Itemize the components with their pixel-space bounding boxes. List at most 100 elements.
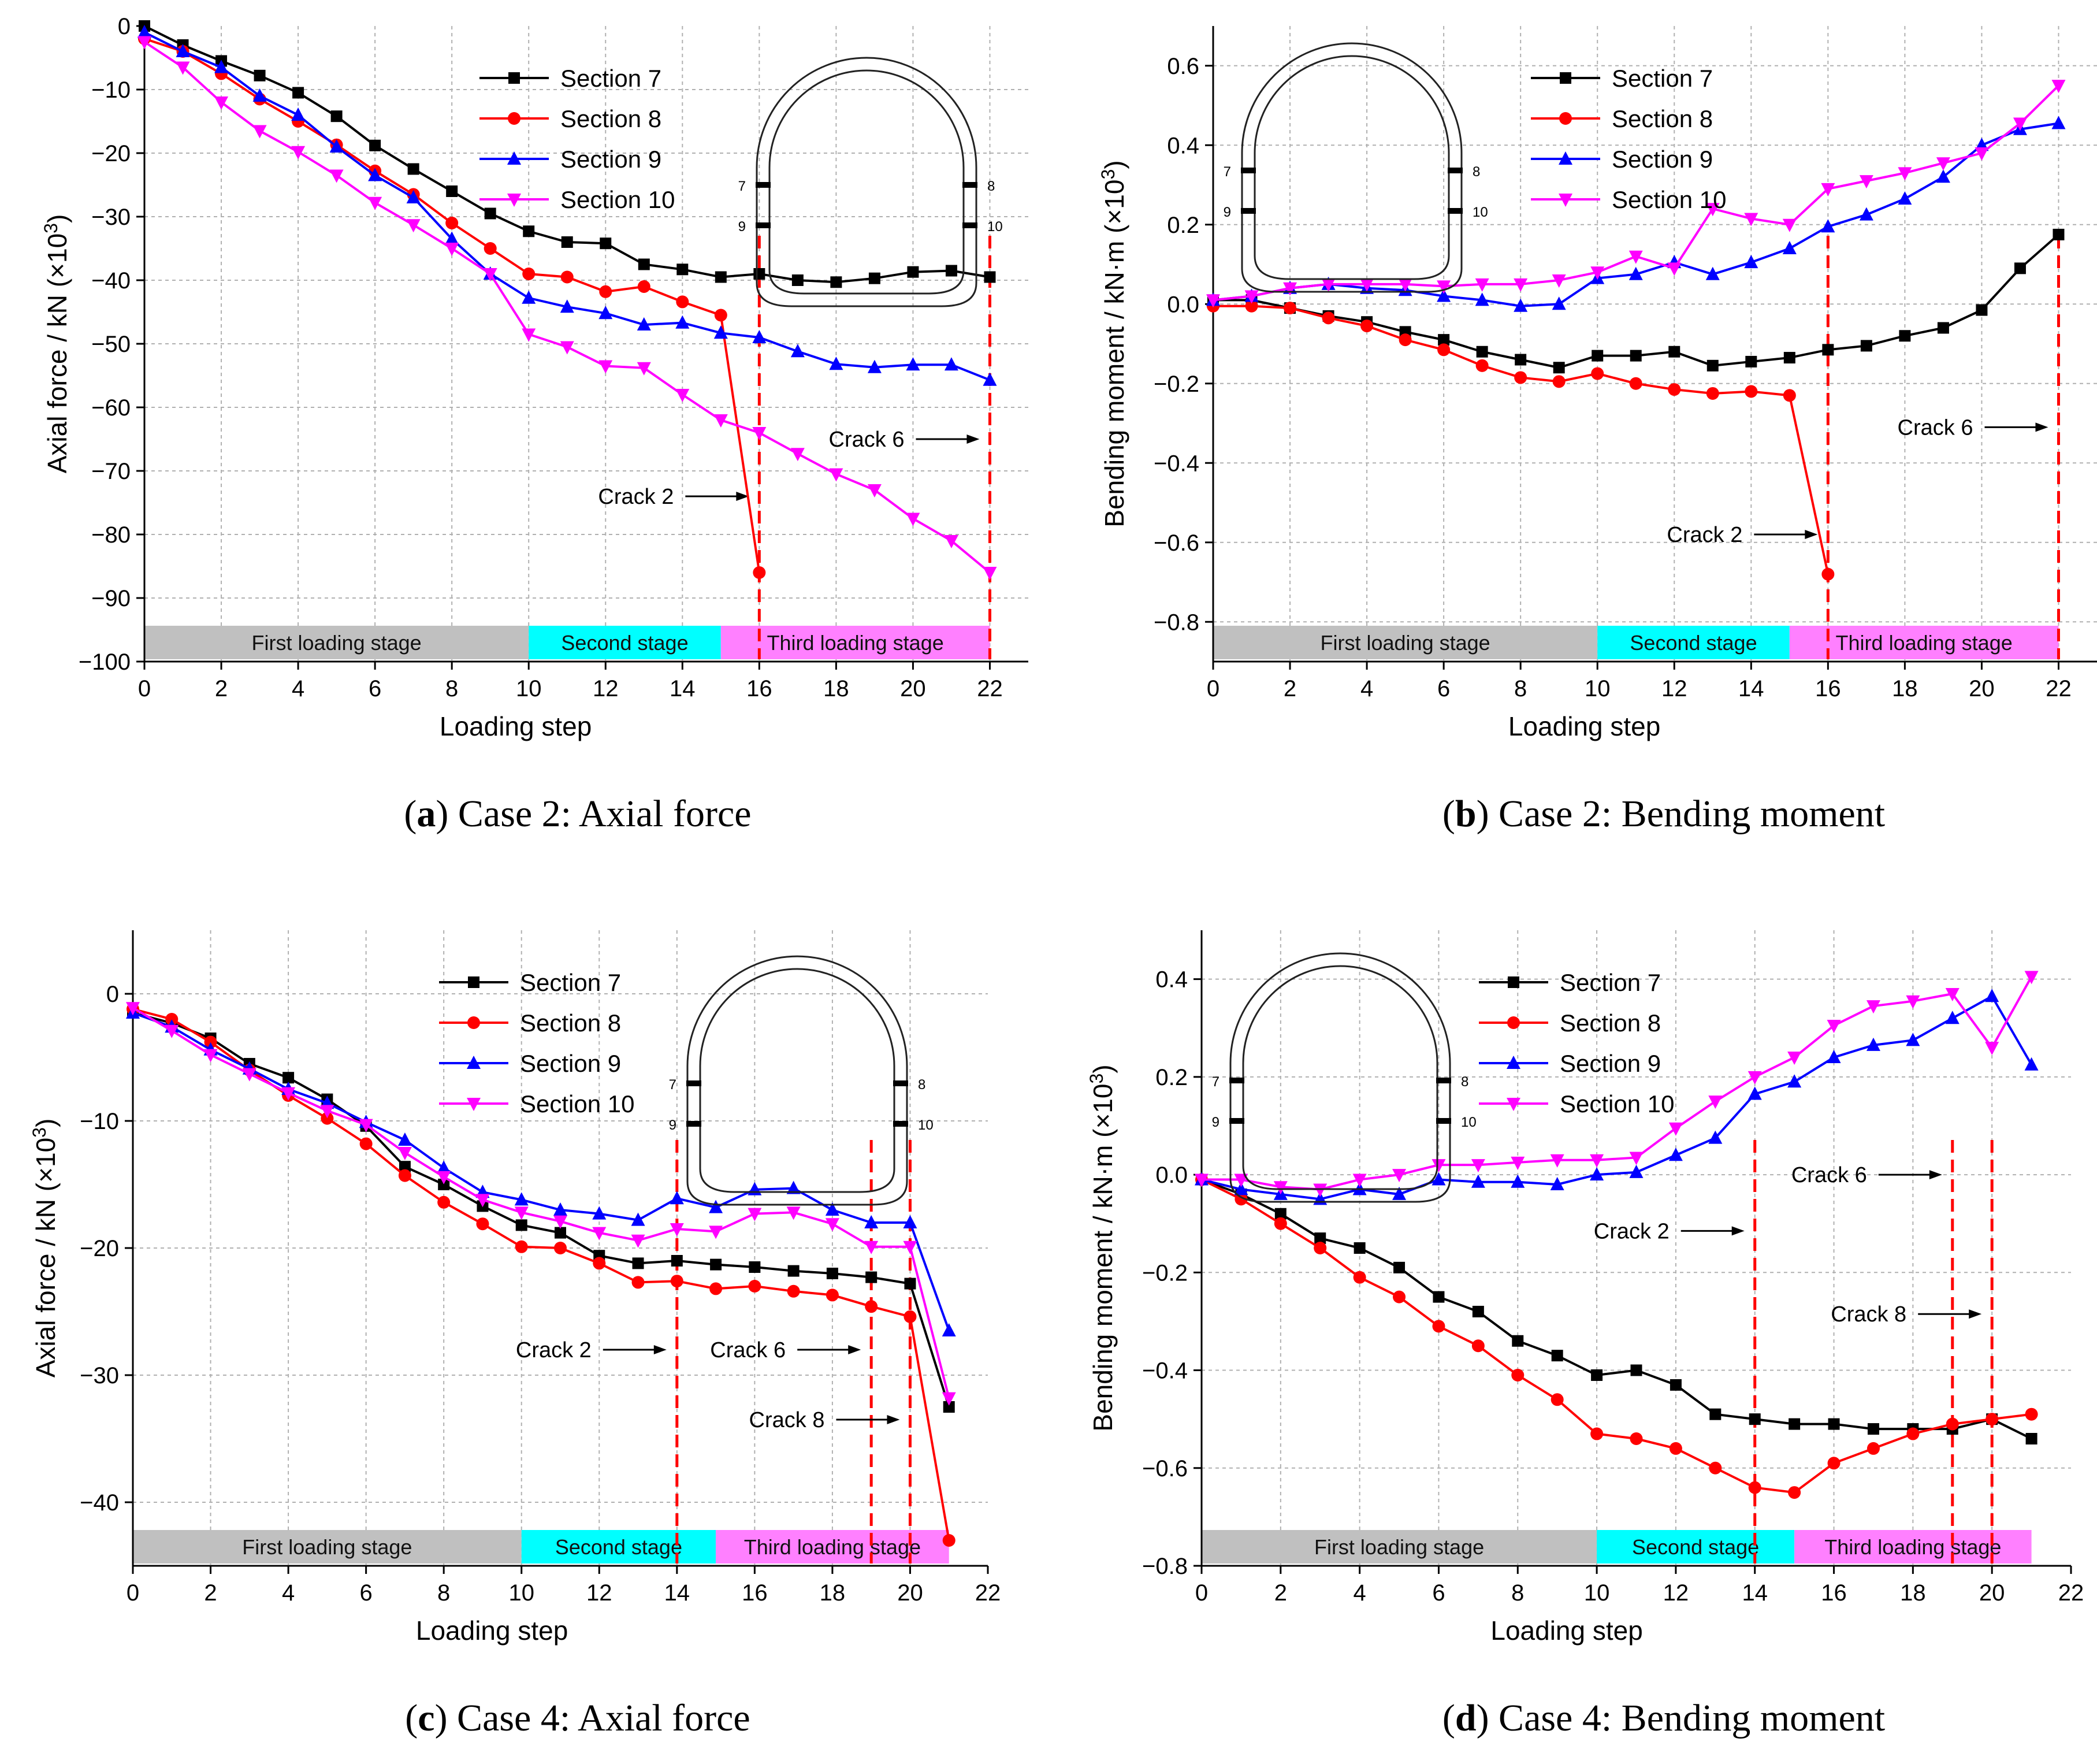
data-point bbox=[214, 96, 229, 110]
data-point bbox=[1986, 1413, 1999, 1426]
section-marker bbox=[962, 222, 977, 228]
x-tick-label: 6 bbox=[360, 1580, 373, 1606]
y-axis-label-close: ) bbox=[31, 1119, 61, 1127]
data-point bbox=[868, 272, 880, 284]
data-point bbox=[1514, 371, 1527, 384]
series-section-10 bbox=[1206, 80, 2066, 308]
legend-label: Section 7 bbox=[1612, 65, 1713, 92]
data-point bbox=[359, 1119, 373, 1132]
data-point bbox=[560, 270, 574, 284]
data-point bbox=[1433, 1291, 1445, 1303]
data-point bbox=[598, 306, 613, 320]
data-point bbox=[1313, 1183, 1328, 1197]
y-tick-label: −20 bbox=[80, 1236, 119, 1261]
data-point bbox=[1398, 278, 1412, 292]
caption-paren-open: ( bbox=[1442, 793, 1455, 835]
section-marker bbox=[962, 182, 977, 188]
data-point bbox=[637, 362, 651, 376]
chart-a: First loading stage Second stage Third loa… bbox=[40, 14, 1028, 835]
data-point bbox=[1393, 1290, 1406, 1303]
data-point bbox=[676, 263, 689, 276]
x-axis-label: Loading step bbox=[1508, 711, 1660, 741]
data-point bbox=[1668, 1122, 1683, 1136]
data-point bbox=[1392, 1169, 1407, 1183]
data-point bbox=[943, 1401, 955, 1413]
section-marker bbox=[756, 182, 771, 188]
data-point bbox=[1898, 167, 1912, 181]
x-tick-label: 20 bbox=[897, 1580, 923, 1606]
data-point bbox=[903, 1241, 917, 1254]
data-point bbox=[1314, 1242, 1327, 1254]
data-point bbox=[281, 1087, 296, 1101]
data-point bbox=[714, 309, 727, 322]
x-tick-label: 12 bbox=[1663, 1580, 1689, 1606]
y-tick-label: −100 bbox=[79, 649, 131, 675]
data-point bbox=[2014, 262, 2026, 274]
series-line bbox=[1201, 1178, 2032, 1494]
data-point bbox=[1550, 1154, 1564, 1168]
data-point bbox=[829, 468, 843, 482]
data-point bbox=[406, 190, 421, 203]
data-point bbox=[748, 1208, 762, 1221]
caption-paren-close: ) bbox=[1477, 1697, 1499, 1739]
data-point bbox=[476, 1217, 489, 1231]
y-tick-label: −60 bbox=[91, 395, 131, 421]
data-point bbox=[904, 1277, 916, 1290]
data-point bbox=[445, 243, 459, 256]
y-tick-label: 0.0 bbox=[1167, 292, 1199, 317]
annotation-arrow-head bbox=[2035, 422, 2048, 432]
data-point bbox=[903, 1215, 917, 1228]
y-tick-label: −0.6 bbox=[1154, 530, 1199, 556]
y-tick-label: −0.6 bbox=[1142, 1456, 1188, 1481]
data-point bbox=[399, 1161, 411, 1173]
series-section-10 bbox=[1195, 971, 2039, 1197]
y-axis-label-close: ) bbox=[42, 214, 72, 223]
y-axis-label: Bending moment / kN·m (×103) bbox=[1086, 1064, 1118, 1431]
caption-text: Case 4: Axial force bbox=[457, 1697, 750, 1739]
data-point bbox=[1630, 1364, 1642, 1376]
data-point bbox=[165, 1013, 179, 1026]
x-tick-label: 10 bbox=[508, 1580, 534, 1606]
x-tick-label: 12 bbox=[1661, 676, 1687, 701]
stage-segment bbox=[529, 626, 721, 659]
data-point bbox=[475, 1194, 490, 1208]
data-point bbox=[790, 344, 805, 358]
data-point bbox=[599, 285, 612, 298]
data-point bbox=[437, 1171, 451, 1184]
x-tick-label: 22 bbox=[2046, 676, 2072, 701]
data-point bbox=[1629, 377, 1642, 390]
data-point bbox=[1668, 346, 1680, 358]
stage-segment bbox=[1597, 626, 1790, 659]
data-point bbox=[446, 185, 458, 197]
lining-outer-contour bbox=[756, 57, 977, 307]
stage-label: Second stage bbox=[1632, 1535, 1759, 1559]
stage-label: First loading stage bbox=[1314, 1535, 1484, 1559]
data-point bbox=[1789, 1418, 1801, 1430]
lining-outer-contour bbox=[686, 955, 908, 1206]
data-point bbox=[1898, 191, 1912, 205]
y-axis-label-text: Bending moment / kN·m (×10 bbox=[1088, 1084, 1118, 1432]
data-point bbox=[406, 219, 421, 233]
data-point bbox=[1945, 988, 1960, 1001]
data-point bbox=[407, 163, 419, 175]
data-point bbox=[749, 1261, 761, 1273]
data-point bbox=[592, 1227, 607, 1241]
x-tick-label: 8 bbox=[1514, 676, 1527, 701]
series-line bbox=[132, 1012, 950, 1408]
data-point bbox=[1936, 169, 1950, 183]
stage-segment bbox=[133, 1530, 522, 1564]
series-section-10 bbox=[126, 1002, 956, 1406]
data-point bbox=[675, 315, 690, 329]
data-point bbox=[752, 427, 767, 440]
data-point bbox=[1274, 1217, 1287, 1230]
data-point bbox=[1975, 147, 1989, 161]
section-number: 9 bbox=[1212, 1115, 1219, 1130]
data-point bbox=[1976, 304, 1988, 316]
data-point bbox=[1748, 1481, 1761, 1494]
data-point bbox=[204, 1035, 217, 1049]
data-point bbox=[1860, 340, 1872, 352]
stage-bar: First loading stage Second stage Third loa… bbox=[133, 1530, 949, 1564]
data-point bbox=[1787, 1052, 1802, 1065]
data-point bbox=[670, 1191, 684, 1205]
data-point bbox=[865, 1271, 878, 1283]
